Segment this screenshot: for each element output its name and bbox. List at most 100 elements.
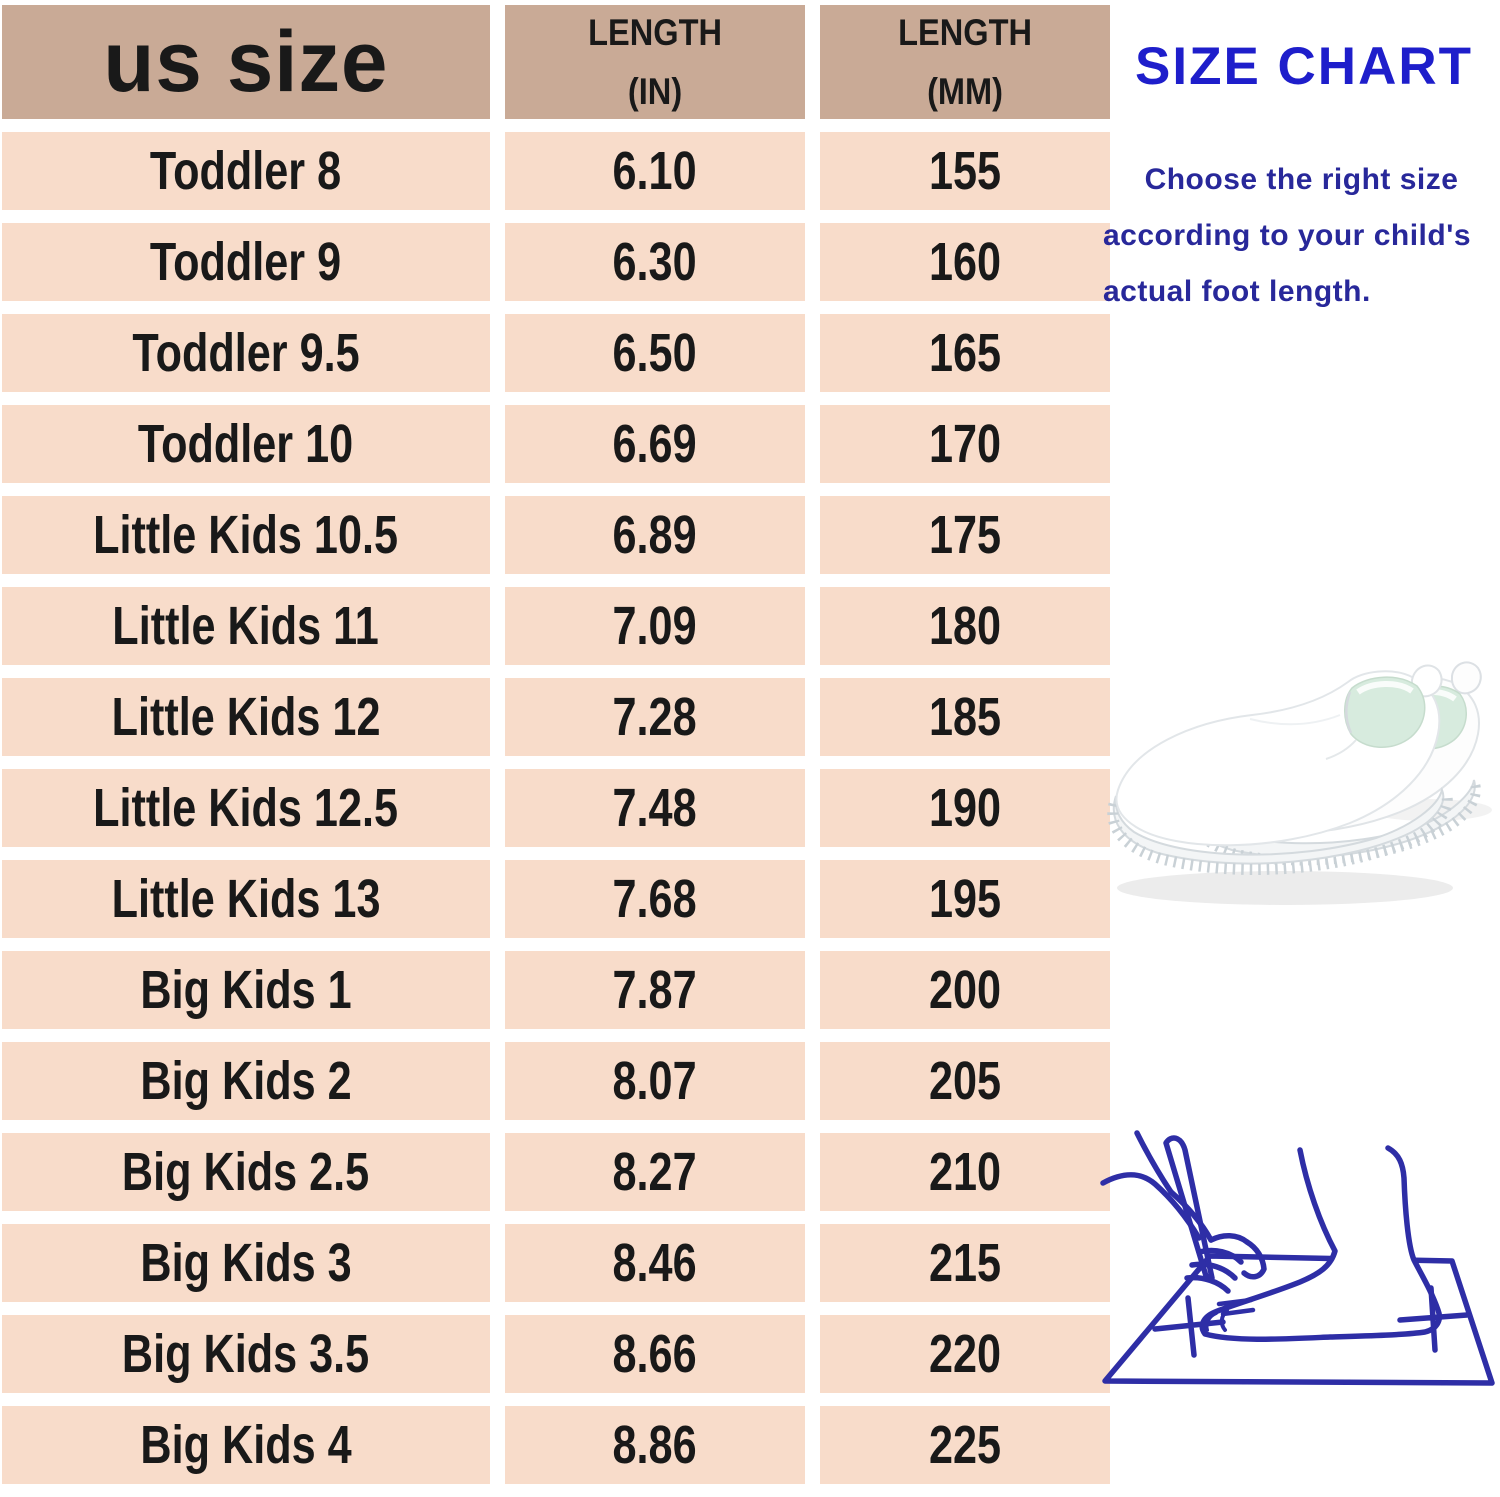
size-cell: Big Kids 4 (2, 1406, 490, 1484)
size-cell: Toddler 10 (2, 405, 490, 483)
length-mm-value: 155 (928, 141, 1002, 201)
length-in-value: 7.28 (612, 687, 698, 747)
size-label: Toddler 9.5 (132, 323, 360, 383)
length-in-value: 7.68 (612, 869, 698, 929)
size-label: Little Kids 10.5 (93, 505, 399, 565)
page-title: SIZE CHART (1135, 37, 1473, 96)
col-header-us-size: us size (2, 5, 490, 119)
pen (1163, 1135, 1215, 1281)
size-cell: Toddler 9.5 (2, 314, 490, 392)
size-cell: Toddler 9 (2, 223, 490, 301)
size-label: Big Kids 4 (140, 1415, 352, 1475)
length-mm-unit: (MM) (927, 71, 1003, 112)
size-label: Big Kids 3 (140, 1233, 352, 1293)
length-in-cell: 8.27 (505, 1133, 805, 1211)
length-mm-cell: 220 (820, 1315, 1110, 1393)
length-in-value: 6.30 (612, 232, 698, 292)
foot-outline (1199, 1145, 1443, 1342)
length-in-cell: 8.07 (505, 1042, 805, 1120)
instruction-line: actual foot length. (1103, 275, 1371, 308)
length-in-unit: (IN) (627, 71, 683, 112)
size-label: Big Kids 2 (140, 1051, 352, 1111)
length-in-word: LENGTH (588, 11, 722, 53)
length-mm-cell: 185 (820, 678, 1110, 756)
size-label: Little Kids 12.5 (93, 778, 399, 838)
length-in-value: 8.07 (612, 1051, 698, 1111)
size-cell: Little Kids 13 (2, 860, 490, 938)
size-cell: Little Kids 12.5 (2, 769, 490, 847)
heel-mark (1397, 1285, 1470, 1353)
length-mm-value: 185 (928, 687, 1002, 747)
length-mm-value: 200 (928, 960, 1002, 1020)
length-in-value: 6.89 (612, 505, 698, 565)
size-label: Toddler 10 (138, 414, 354, 474)
length-mm-cell: 170 (820, 405, 1110, 483)
size-label: Little Kids 11 (112, 596, 380, 656)
length-mm-value: 175 (928, 505, 1002, 565)
length-mm-cell: 225 (820, 1406, 1110, 1484)
size-cell: Toddler 8 (2, 132, 490, 210)
length-in-cell: 8.86 (505, 1406, 805, 1484)
size-cell: Big Kids 1 (2, 951, 490, 1029)
length-mm-cell: 200 (820, 951, 1110, 1029)
length-mm-value: 215 (928, 1233, 1002, 1293)
length-mm-value: 195 (928, 869, 1002, 929)
foot-tracing-illustration (1100, 1130, 1495, 1386)
length-mm-header-label: LENGTH (MM) (898, 5, 1032, 119)
size-label: Toddler 8 (150, 141, 342, 201)
size-cell: Little Kids 10.5 (2, 496, 490, 574)
sizing-instructions: Choose the right size according to your … (1103, 152, 1500, 320)
size-label: Big Kids 2.5 (122, 1142, 370, 1202)
length-in-header-label: LENGTH (IN) (588, 5, 722, 119)
size-cell: Big Kids 2 (2, 1042, 490, 1120)
instruction-line: according to your child's (1103, 219, 1472, 252)
size-cell: Little Kids 12 (2, 678, 490, 756)
length-mm-cell: 165 (820, 314, 1110, 392)
size-cell: Big Kids 3.5 (2, 1315, 490, 1393)
length-in-cell: 7.87 (505, 951, 805, 1029)
length-mm-value: 180 (928, 596, 1002, 656)
length-in-value: 6.50 (612, 323, 698, 383)
length-in-value: 8.66 (612, 1324, 698, 1384)
length-in-cell: 7.09 (505, 587, 805, 665)
length-in-cell: 6.30 (505, 223, 805, 301)
length-mm-value: 210 (928, 1142, 1002, 1202)
col-header-length-mm: LENGTH (MM) (820, 5, 1110, 119)
length-in-value: 7.09 (612, 596, 698, 656)
length-in-cell: 7.48 (505, 769, 805, 847)
length-mm-value: 220 (928, 1324, 1002, 1384)
size-label: Little Kids 12 (111, 687, 381, 747)
length-in-value: 6.10 (612, 141, 698, 201)
length-in-cell: 6.10 (505, 132, 805, 210)
length-mm-value: 225 (928, 1415, 1002, 1475)
length-in-value: 8.86 (612, 1415, 698, 1475)
length-mm-cell: 155 (820, 132, 1110, 210)
size-label: Big Kids 1 (140, 960, 352, 1020)
col-header-length-in: LENGTH (IN) (505, 5, 805, 119)
length-in-cell: 7.28 (505, 678, 805, 756)
length-in-value: 7.48 (612, 778, 698, 838)
white-slip-on-shoes-photo (1107, 661, 1492, 905)
size-cell: Big Kids 3 (2, 1224, 490, 1302)
length-mm-word: LENGTH (898, 11, 1032, 53)
size-cell: Big Kids 2.5 (2, 1133, 490, 1211)
length-in-value: 6.69 (612, 414, 698, 474)
length-in-cell: 6.69 (505, 405, 805, 483)
length-mm-cell: 215 (820, 1224, 1110, 1302)
toe-mark (1152, 1295, 1226, 1358)
length-in-value: 8.46 (612, 1233, 698, 1293)
length-mm-value: 170 (928, 414, 1002, 474)
length-mm-cell: 190 (820, 769, 1110, 847)
length-mm-value: 165 (928, 323, 1002, 383)
length-mm-cell: 160 (820, 223, 1110, 301)
size-label: Little Kids 13 (111, 869, 381, 929)
size-table: us size LENGTH (IN) LENGTH (MM) Toddler 8 … (2, 5, 1110, 1484)
length-in-cell: 7.68 (505, 860, 805, 938)
length-mm-value: 205 (928, 1051, 1002, 1111)
length-mm-cell: 180 (820, 587, 1110, 665)
size-cell: Little Kids 11 (2, 587, 490, 665)
length-in-value: 7.87 (612, 960, 698, 1020)
length-mm-cell: 210 (820, 1133, 1110, 1211)
length-in-cell: 8.46 (505, 1224, 805, 1302)
